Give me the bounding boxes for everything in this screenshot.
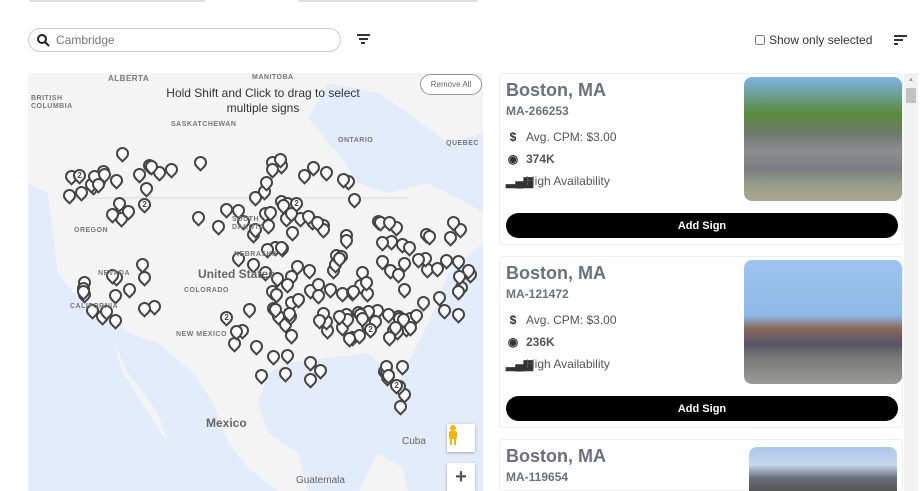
dollar-icon: $ bbox=[509, 130, 517, 144]
sign-city: Boston, MA bbox=[506, 263, 606, 283]
sign-impressions: 374K bbox=[526, 152, 555, 166]
zoom-in-button[interactable]: + bbox=[447, 463, 475, 491]
sign-availability: High Availability bbox=[526, 357, 610, 371]
sign-cpm: Avg. CPM: $3.00 bbox=[526, 313, 617, 327]
top-tab-1[interactable] bbox=[30, 0, 205, 2]
map-label-california: CALIFORNIA bbox=[70, 303, 119, 310]
search-input[interactable] bbox=[56, 33, 306, 47]
sign-id: MA-119654 bbox=[506, 470, 569, 484]
map-hint: Hold Shift and Click to drag to select m… bbox=[166, 86, 360, 115]
map-label-new-mexico: NEW MEXICO bbox=[176, 331, 227, 338]
add-sign-button[interactable]: Add Sign bbox=[506, 213, 898, 238]
sign-impressions: 236K bbox=[526, 335, 555, 349]
sign-city: Boston, MA bbox=[506, 446, 606, 466]
map-label-alberta: ALBERTA bbox=[108, 74, 150, 83]
eye-icon: ◉ bbox=[507, 335, 519, 349]
sign-city: Boston, MA bbox=[506, 80, 606, 100]
map-label-cuba: Cuba bbox=[402, 436, 426, 447]
top-tab-2[interactable] bbox=[298, 0, 478, 2]
sign-card: Boston, MA MA-119654 bbox=[499, 439, 903, 491]
map-label-colorado: COLORADO bbox=[184, 287, 229, 294]
map-label-saskatchewan: SASKATCHEWAN bbox=[171, 121, 237, 128]
map[interactable]: 2 2 2 2 2 2 ALBERTA MANITOBA BRITISH COLUMBIA… bbox=[28, 73, 483, 491]
street-view-pegman-icon[interactable] bbox=[447, 424, 475, 452]
dollar-icon: $ bbox=[509, 313, 517, 327]
sign-card: Boston, MA MA-266253 $ Avg. CPM: $3.00 ◉ 3… bbox=[499, 73, 903, 245]
filter-icon[interactable] bbox=[356, 34, 370, 46]
cluster-count: 2 bbox=[77, 170, 83, 180]
sign-photo-highway[interactable] bbox=[744, 77, 902, 201]
map-label-nebraska: NEBRASKA bbox=[234, 251, 278, 258]
cluster-count: 2 bbox=[142, 199, 148, 209]
sign-photo-city[interactable] bbox=[749, 447, 897, 491]
search-bar[interactable] bbox=[28, 28, 341, 52]
sign-card: Boston, MA MA-121472 $ Avg. CPM: $3.00 ◉ 2… bbox=[499, 256, 903, 428]
signal-bars-icon: ▂▄▆ bbox=[506, 357, 533, 371]
sign-cpm: Avg. CPM: $3.00 bbox=[526, 130, 617, 144]
search-icon bbox=[37, 33, 50, 47]
map-label-manitoba: MANITOBA bbox=[252, 74, 294, 81]
cluster-count: 2 bbox=[368, 324, 374, 334]
add-sign-button[interactable]: Add Sign bbox=[506, 396, 898, 421]
remove-all-button[interactable]: Remove All bbox=[420, 74, 482, 95]
list-scrollbar[interactable]: ▲ bbox=[904, 73, 918, 491]
show-only-selected[interactable]: Show only selected bbox=[755, 33, 872, 47]
scrollbar-thumb[interactable] bbox=[906, 88, 916, 103]
signal-bars-icon: ▂▄▆ bbox=[506, 174, 533, 188]
map-label-mexico: Mexico bbox=[206, 416, 247, 430]
map-label-quebec: QUEBEC bbox=[446, 140, 479, 147]
sign-list: Boston, MA MA-266253 $ Avg. CPM: $3.00 ◉ 3… bbox=[499, 73, 904, 491]
sign-availability: High Availability bbox=[526, 174, 610, 188]
sign-photo-skyline[interactable] bbox=[744, 260, 902, 384]
map-label-ontario: ONTARIO bbox=[338, 137, 374, 144]
sort-icon[interactable] bbox=[894, 35, 908, 47]
map-label-oregon: OREGON bbox=[74, 227, 109, 234]
sign-id: MA-121472 bbox=[506, 287, 569, 301]
show-only-selected-label: Show only selected bbox=[769, 33, 873, 47]
sign-id: MA-266253 bbox=[506, 104, 569, 118]
cluster-count: 2 bbox=[394, 380, 400, 390]
map-label-united-states: United States bbox=[198, 267, 275, 281]
map-label-south-dakota: SOUTH DAKOTA bbox=[232, 216, 265, 231]
map-label-british-columbia: BRITISH COLUMBIA bbox=[31, 95, 73, 110]
eye-icon: ◉ bbox=[507, 152, 519, 166]
show-only-selected-checkbox[interactable] bbox=[755, 35, 765, 45]
cluster-count: 2 bbox=[224, 312, 230, 322]
cluster-count: 2 bbox=[294, 198, 300, 208]
map-label-guatemala: Guatemala bbox=[296, 475, 345, 486]
map-label-nevada: NEVADA bbox=[98, 270, 131, 277]
map-land bbox=[28, 73, 483, 491]
